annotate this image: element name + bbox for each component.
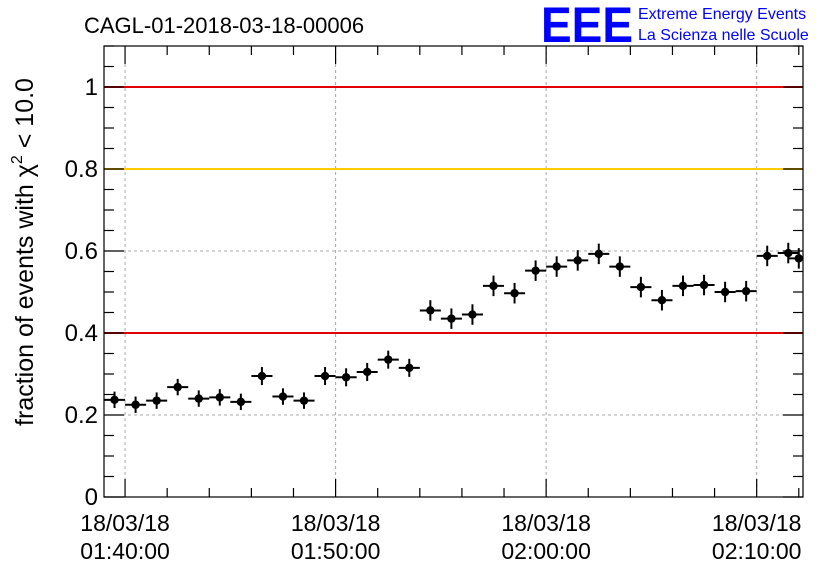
y-tick-label-3: 0.6 — [65, 238, 98, 265]
x-tick-label-time-3: 02:10:00 — [712, 538, 802, 564]
y-axis-label: fraction of events with χ2 < 10.0 — [9, 78, 39, 426]
data-point-25 — [636, 282, 646, 292]
data-point-18 — [489, 281, 498, 291]
data-point-7 — [257, 371, 267, 381]
data-point-19 — [510, 289, 519, 298]
data-point-3 — [173, 382, 182, 392]
data-point-27 — [678, 281, 688, 291]
data-point-10 — [320, 371, 330, 381]
data-point-28 — [699, 280, 709, 290]
data-point-21 — [552, 262, 561, 271]
data-points — [104, 242, 803, 413]
data-point-2 — [152, 396, 161, 405]
y-axis-label-main: fraction of events with χ — [11, 164, 39, 426]
y-tick-label-0: 0 — [85, 484, 98, 511]
data-point-11 — [341, 373, 351, 382]
y-tick-label-2: 0.4 — [65, 320, 98, 347]
x-tick-label-time-2: 02:00:00 — [501, 538, 591, 564]
data-point-9 — [299, 396, 309, 405]
grid-lines — [104, 46, 803, 497]
data-point-30 — [741, 286, 751, 296]
data-point-31 — [763, 251, 772, 261]
x-tick-label-date-2: 18/03/18 — [501, 510, 591, 536]
eee-logo-mark: EEE — [541, 0, 633, 53]
axes-frame — [103, 45, 804, 498]
data-point-12 — [362, 367, 372, 377]
x-tick-label-time-0: 01:40:00 — [80, 538, 170, 564]
x-tick-label-date-1: 18/03/18 — [291, 510, 381, 536]
x-tick-label-date-0: 18/03/18 — [80, 510, 170, 536]
x-tick-label-time-1: 01:50:00 — [291, 538, 381, 564]
data-point-15 — [426, 306, 435, 315]
data-point-16 — [447, 314, 456, 323]
data-point-33 — [794, 254, 803, 263]
data-point-4 — [194, 394, 203, 403]
data-point-24 — [615, 262, 625, 271]
data-point-22 — [573, 256, 582, 265]
plot-frame — [103, 45, 804, 498]
data-point-0 — [110, 395, 119, 405]
eee-logo-line1: Extreme Energy Events — [638, 6, 806, 23]
data-point-6 — [236, 397, 246, 407]
data-point-5 — [215, 393, 224, 402]
x-tick-label-date-3: 18/03/18 — [712, 510, 802, 536]
tick-labels: 00.20.40.60.8118/03/1801:40:0018/03/1801… — [65, 74, 802, 564]
data-point-20 — [531, 266, 540, 275]
data-point-13 — [384, 355, 393, 364]
data-point-32 — [784, 248, 793, 258]
data-point-1 — [131, 400, 140, 409]
reference-lines — [104, 86, 803, 334]
data-point-17 — [468, 310, 477, 319]
eee-logo: EEE Extreme Energy Events La Scienza nel… — [541, 0, 809, 53]
y-tick-label-5: 1 — [85, 74, 98, 101]
data-point-29 — [720, 287, 730, 297]
axis-ticks — [104, 45, 803, 498]
y-axis-label-tail: < 10.0 — [11, 78, 39, 155]
data-point-8 — [278, 392, 288, 401]
eee-logo-line2: La Scienza nelle Scuole — [638, 27, 809, 44]
data-point-23 — [594, 249, 603, 259]
data-point-26 — [657, 296, 667, 305]
y-axis-label-superscript: 2 — [9, 155, 26, 164]
data-point-14 — [405, 363, 414, 373]
chart-title: CAGL-01-2018-03-18-00006 — [84, 13, 364, 38]
y-tick-label-1: 0.2 — [65, 402, 98, 429]
y-tick-label-4: 0.8 — [65, 156, 98, 183]
